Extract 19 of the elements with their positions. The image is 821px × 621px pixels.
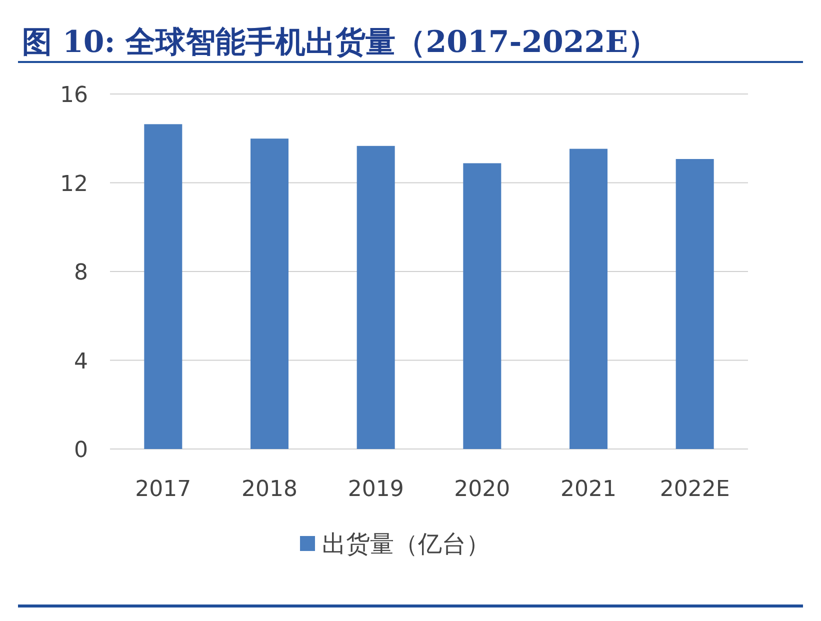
x-tick-label: 2020: [454, 477, 510, 502]
legend-label: 出货量（亿台）: [322, 530, 490, 558]
x-tick-label: 2019: [348, 477, 404, 502]
bar: [144, 124, 182, 449]
bar: [570, 148, 608, 449]
y-tick-label: 8: [74, 260, 88, 286]
x-tick-label: 2018: [242, 477, 298, 502]
x-tick-label: 2021: [560, 477, 616, 502]
x-tick-label: 2017: [135, 477, 192, 502]
bar: [463, 163, 502, 449]
y-tick-label: 12: [60, 172, 88, 197]
bar: [356, 146, 395, 449]
bar: [676, 159, 714, 449]
x-tick-label: 2022E: [660, 477, 730, 502]
bar: [250, 138, 288, 449]
y-tick-label: 4: [74, 349, 88, 374]
y-tick-label: 16: [60, 83, 88, 108]
y-tick-label: 0: [74, 438, 88, 463]
chart-title: 图 10: 全球智能手机出货量（2017-2022E）: [22, 25, 658, 60]
